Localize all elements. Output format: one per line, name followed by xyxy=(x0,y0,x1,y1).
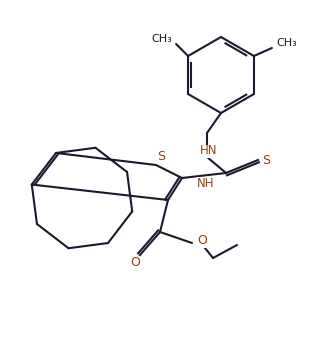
Text: S: S xyxy=(157,150,165,164)
Text: O: O xyxy=(197,235,207,247)
Text: NH: NH xyxy=(197,177,215,190)
Text: S: S xyxy=(262,153,270,167)
Text: HN: HN xyxy=(200,145,218,158)
Text: O: O xyxy=(130,256,140,268)
Text: CH₃: CH₃ xyxy=(276,38,297,48)
Text: CH₃: CH₃ xyxy=(151,34,172,44)
